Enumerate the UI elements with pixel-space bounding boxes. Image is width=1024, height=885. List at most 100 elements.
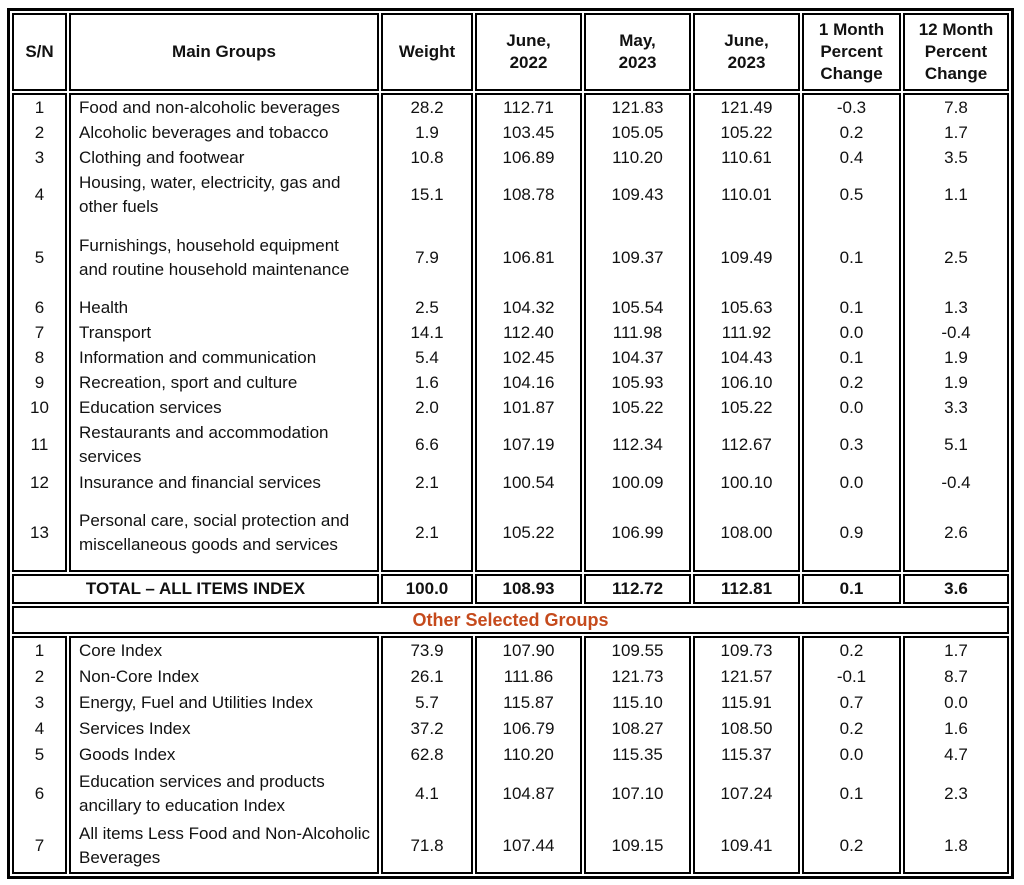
other-row-7-m1: 0.2 xyxy=(839,836,864,855)
main-row-2-m1: 0.2 xyxy=(839,122,864,142)
other-column-sn: 1 2 3 4 5 6 7 xyxy=(12,636,67,874)
header-june-2022: June, 2022 xyxy=(475,13,582,91)
main-row-8-m12: 1.9 xyxy=(944,347,968,367)
header-may-2023: May, 2023 xyxy=(584,13,691,91)
main-row-2-sn: 2 xyxy=(34,122,45,142)
other-row-3-m1: 0.7 xyxy=(839,693,864,712)
other-row-6-weight: 4.1 xyxy=(415,784,439,803)
main-row-3-m1: 0.4 xyxy=(839,147,864,167)
main-row-7-group: Transport xyxy=(79,322,152,342)
main-row-12-jun2023: 100.10 xyxy=(720,472,773,492)
other-row-4-may2023: 108.27 xyxy=(611,719,664,738)
other-row-7-group: All items Less Food and Non-Alcoholic Be… xyxy=(79,824,371,867)
main-row-12-jun2022: 100.54 xyxy=(502,472,555,492)
main-row-9-m1: 0.2 xyxy=(839,372,864,392)
main-row-5-weight: 7.9 xyxy=(415,247,439,267)
other-row-5-m1: 0.0 xyxy=(839,745,864,764)
other-column-m1: 0.2 -0.1 0.7 0.2 0.0 0.1 0.2 xyxy=(802,636,901,874)
main-row-10-jun2023: 105.22 xyxy=(720,397,773,417)
header-row: S/N Main Groups Weight June, 2022 May, 2… xyxy=(12,13,1009,91)
main-row-8-m1: 0.1 xyxy=(839,347,864,367)
other-row-6-may2023: 107.10 xyxy=(611,784,664,803)
main-row-4-m1: 0.5 xyxy=(839,185,864,204)
cpi-index-table: S/N Main Groups Weight June, 2022 May, 2… xyxy=(7,8,1014,879)
other-row-6-group: Education services and products ancillar… xyxy=(79,772,325,815)
main-row-1-jun2023: 121.49 xyxy=(720,97,773,117)
other-row-1-jun2022: 107.90 xyxy=(502,641,555,660)
other-row-3-m12: 0.0 xyxy=(944,693,968,712)
main-row-13-sn: 13 xyxy=(30,522,49,542)
main-row-1-weight: 28.2 xyxy=(410,97,444,117)
other-row-4-jun2023: 108.50 xyxy=(720,719,773,738)
main-row-13-m1: 0.9 xyxy=(839,522,864,542)
other-row-4-group: Services Index xyxy=(79,719,191,738)
main-row-9-may2023: 105.93 xyxy=(611,372,664,392)
main-row-8-may2023: 104.37 xyxy=(611,347,664,367)
other-row-5-group: Goods Index xyxy=(79,745,176,764)
main-row-9-jun2023: 106.10 xyxy=(720,372,773,392)
main-row-12-m1: 0.0 xyxy=(839,472,864,492)
main-row-5-may2023: 109.37 xyxy=(611,247,664,267)
other-row-1-m12: 1.7 xyxy=(944,641,968,660)
main-row-7-m1: 0.0 xyxy=(839,322,864,342)
main-row-6-m1: 0.1 xyxy=(839,297,864,317)
main-column-m12: 7.8 1.7 3.5 1.1 2.5 1.3 -0.4 1.9 1.9 3.3 5.1 -0.4 2.… xyxy=(903,93,1009,572)
main-row-4-weight: 15.1 xyxy=(410,185,444,204)
main-row-1-sn: 1 xyxy=(34,97,45,117)
header-june-2023: June, 2023 xyxy=(693,13,800,91)
main-row-7-m12: -0.4 xyxy=(941,322,971,342)
other-row-3-may2023: 115.10 xyxy=(612,693,663,712)
other-row-7-m12: 1.8 xyxy=(944,836,968,855)
main-row-6-jun2023: 105.63 xyxy=(720,297,773,317)
main-row-3-m12: 3.5 xyxy=(944,147,968,167)
main-row-10-sn: 10 xyxy=(30,397,49,417)
header-main-groups: Main Groups xyxy=(69,13,379,91)
main-row-2-group: Alcoholic beverages and tobacco xyxy=(79,122,329,142)
other-row-1-sn: 1 xyxy=(34,641,45,660)
main-row-7-sn: 7 xyxy=(34,322,45,342)
section-header-other-selected-groups: Other Selected Groups xyxy=(12,606,1009,634)
main-row-4-m12: 1.1 xyxy=(944,185,968,204)
other-row-7-jun2023: 109.41 xyxy=(720,836,773,855)
header-12-month-change: 12 Month Percent Change xyxy=(903,13,1009,91)
other-row-2-jun2022: 111.86 xyxy=(503,667,554,686)
main-row-10-weight: 2.0 xyxy=(415,397,439,417)
main-row-11-m1: 0.3 xyxy=(839,435,864,454)
main-column-sn: 1 2 3 4 5 6 7 8 9 10 11 12 13 xyxy=(12,93,67,572)
other-row-6-sn: 6 xyxy=(34,784,45,803)
main-column-jun2022: 112.71 103.45 106.89 108.78 106.81 104.32 112.… xyxy=(475,93,582,572)
other-row-6-m1: 0.1 xyxy=(839,784,864,803)
main-row-13-jun2022: 105.22 xyxy=(502,522,555,542)
total-row: TOTAL – ALL ITEMS INDEX 100.0 108.93 112… xyxy=(12,574,1009,604)
main-row-5-m1: 0.1 xyxy=(839,247,864,267)
main-column-m1: -0.3 0.2 0.4 0.5 0.1 0.1 0.0 0.1 0.2 0.0 0.3 0.0 0.9 xyxy=(802,93,901,572)
main-row-1-m12: 7.8 xyxy=(944,97,968,117)
main-column-weight: 28.2 1.9 10.8 15.1 7.9 2.5 14.1 5.4 1.6 2.0 6.6 2.1… xyxy=(381,93,473,572)
other-row-4-sn: 4 xyxy=(34,719,45,738)
other-row-3-weight: 5.7 xyxy=(415,693,439,712)
other-column-weight: 73.9 26.1 5.7 37.2 62.8 4.1 71.8 xyxy=(381,636,473,874)
other-row-5-jun2023: 115.37 xyxy=(721,745,772,764)
main-row-13-may2023: 106.99 xyxy=(611,522,664,542)
other-row-1-may2023: 109.55 xyxy=(611,641,664,660)
main-row-6-may2023: 105.54 xyxy=(611,297,664,317)
other-row-5-jun2022: 110.20 xyxy=(503,745,554,764)
other-row-2-m12: 8.7 xyxy=(944,667,968,686)
other-row-3-sn: 3 xyxy=(34,693,45,712)
main-row-12-sn: 12 xyxy=(30,472,49,492)
other-row-1-jun2023: 109.73 xyxy=(720,641,773,660)
main-row-11-group: Restaurants and accommodation services xyxy=(79,423,329,466)
main-row-3-weight: 10.8 xyxy=(410,147,444,167)
other-row-4-jun2022: 106.79 xyxy=(502,719,555,738)
main-row-11-jun2023: 112.67 xyxy=(721,435,772,454)
main-row-4-jun2022: 108.78 xyxy=(502,185,555,204)
header-sn: S/N xyxy=(12,13,67,91)
other-row-4-m1: 0.2 xyxy=(839,719,864,738)
other-row-1-weight: 73.9 xyxy=(410,641,444,660)
main-row-12-group: Insurance and financial services xyxy=(79,472,321,492)
other-column-m12: 1.7 8.7 0.0 1.6 4.7 2.3 1.8 xyxy=(903,636,1009,874)
main-row-12-m12: -0.4 xyxy=(941,472,971,492)
main-row-3-sn: 3 xyxy=(34,147,45,167)
main-row-4-sn: 4 xyxy=(34,185,45,204)
other-row-1-m1: 0.2 xyxy=(839,641,864,660)
